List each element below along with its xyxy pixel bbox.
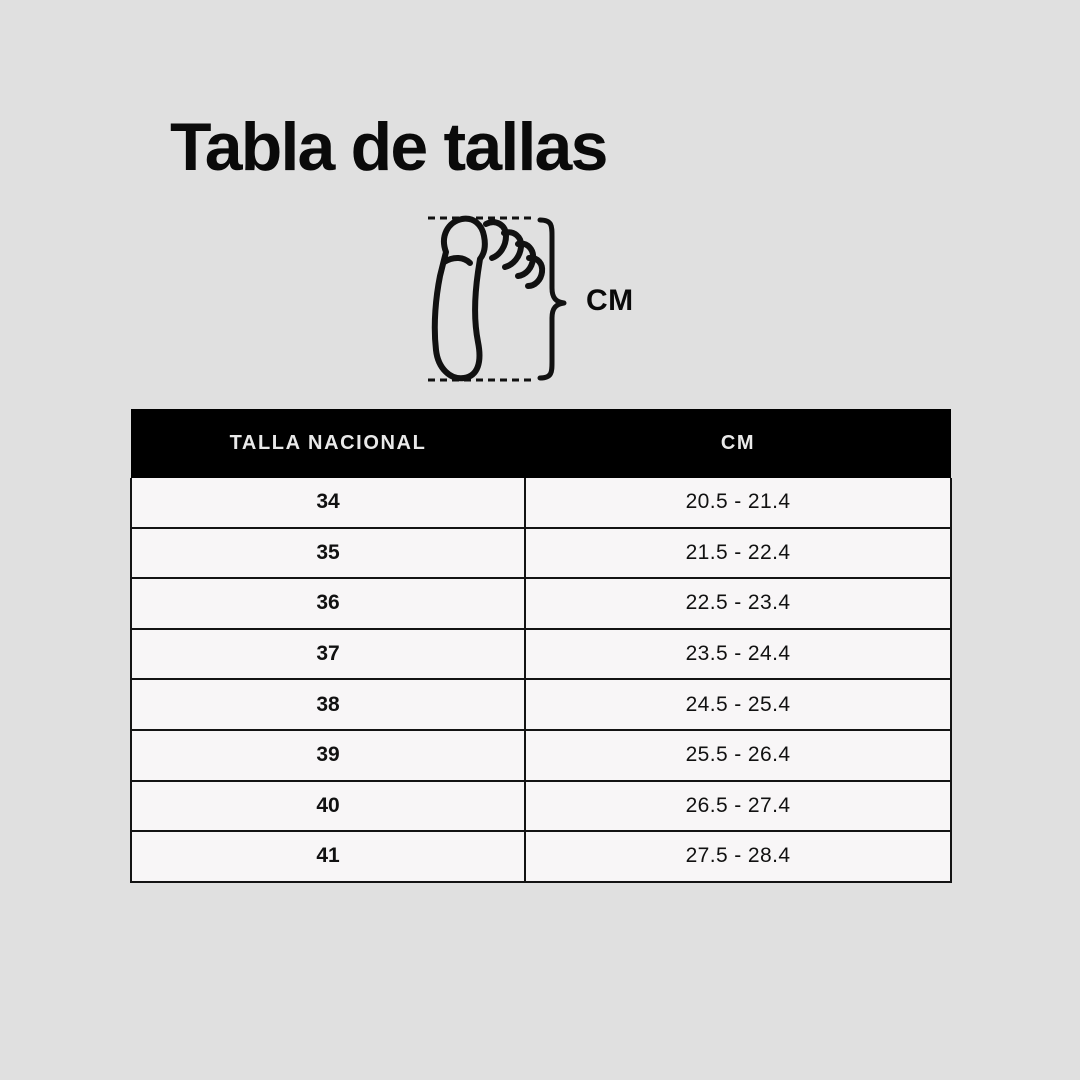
cell-cm: 25.5 - 26.4 [524,728,952,782]
foot-measurement-diagram [400,200,690,400]
cell-cm: 21.5 - 22.4 [524,526,952,580]
table-row: 41 27.5 - 28.4 [130,830,952,883]
table-body: 34 20.5 - 21.4 35 21.5 - 22.4 36 22.5 - … [130,478,952,883]
cell-cm: 26.5 - 27.4 [524,779,952,833]
cell-size: 36 [130,577,526,630]
cell-cm: 24.5 - 25.4 [524,678,952,731]
cell-size: 37 [130,627,526,681]
table-row: 36 22.5 - 23.4 [130,577,952,630]
table-row: 34 20.5 - 21.4 [130,478,952,529]
cell-size: 40 [130,779,526,833]
table-row: 40 26.5 - 27.4 [130,779,952,833]
column-header-talla-nacional: TALLA NACIONAL [131,409,525,478]
column-header-cm: CM [525,409,951,478]
cell-cm: 20.5 - 21.4 [524,478,952,529]
table-header-row: TALLA NACIONAL CM [131,409,951,478]
cell-cm: 23.5 - 24.4 [524,627,952,681]
cell-size: 41 [130,830,526,883]
table-row: 37 23.5 - 24.4 [130,627,952,681]
page-title: Tabla de tallas [170,109,608,185]
cell-size: 34 [130,478,526,529]
foot-sole-icon [431,215,546,382]
cell-size: 39 [130,728,526,782]
cm-measure-label: CM [586,284,634,317]
table-row: 35 21.5 - 22.4 [130,526,952,580]
cell-cm: 22.5 - 23.4 [524,577,952,630]
table-row: 38 24.5 - 25.4 [130,678,952,731]
size-chart-table: TALLA NACIONAL CM 34 20.5 - 21.4 35 21.5… [130,409,952,883]
cell-size: 38 [130,678,526,731]
cell-cm: 27.5 - 28.4 [524,830,952,883]
curly-brace-icon [537,217,567,381]
cell-size: 35 [130,526,526,580]
table-row: 39 25.5 - 26.4 [130,728,952,782]
